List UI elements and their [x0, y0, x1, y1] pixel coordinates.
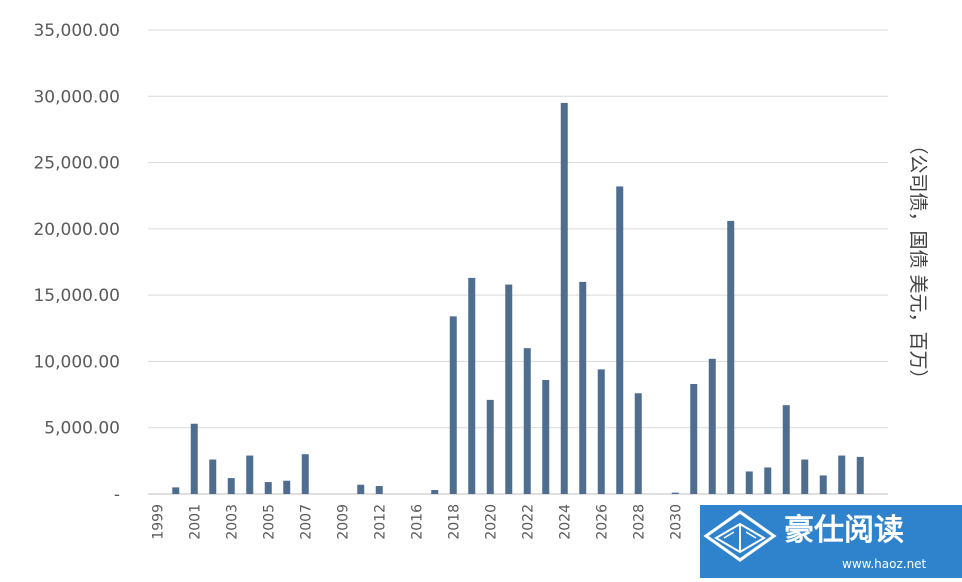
x-tick-label: 2020	[483, 504, 499, 540]
x-tick-label: 2012	[372, 504, 388, 540]
y-tick-label: 25,000.00	[33, 154, 120, 174]
bar-2027	[616, 186, 624, 495]
bar-2032	[708, 358, 716, 494]
y-tick-label: 5,000.00	[44, 419, 120, 439]
bar-2000	[172, 487, 180, 494]
bar-2023	[542, 379, 550, 494]
x-tick-label: 2016	[409, 504, 425, 540]
y-tick-label: 10,000.00	[33, 352, 120, 372]
y-tick-label: 15,000.00	[33, 286, 120, 306]
y-tick-label: 20,000.00	[33, 220, 120, 240]
gridlines	[148, 29, 888, 495]
bar-2005	[264, 482, 272, 494]
bar-2031	[690, 383, 698, 494]
watermark-logo: 豪仕阅读 www.haoz.net	[700, 505, 962, 578]
bar-2037	[801, 459, 809, 494]
watermark-url: www.haoz.net	[842, 557, 927, 571]
bar-2028	[634, 393, 642, 494]
book-icon	[703, 510, 777, 562]
x-axis-ticks: 1999 2001 2003 2005 2007 2009 2012 2016 2018 2020…	[150, 504, 684, 540]
watermark-title: 豪仕阅读	[784, 513, 904, 548]
bar-2004	[246, 455, 254, 494]
x-tick-label: 2028	[631, 504, 647, 540]
bar-2007	[301, 454, 309, 494]
x-tick-label: 2022	[520, 504, 536, 540]
bar-2038	[819, 475, 827, 494]
bar-2034	[745, 471, 753, 494]
bar-2022	[523, 348, 531, 494]
watermark-box	[700, 505, 962, 578]
x-tick-label: 2003	[224, 504, 240, 540]
bars	[172, 102, 864, 495]
x-tick-label: 2007	[298, 504, 314, 540]
bar-2012	[375, 486, 383, 494]
x-tick-label: 2009	[335, 504, 351, 540]
x-tick-label: 2018	[446, 504, 462, 540]
x-tick-label: 2030	[668, 504, 684, 540]
y-tick-label: 30,000.00	[33, 87, 120, 107]
bar-2024	[560, 102, 568, 495]
x-tick-label: 1999	[150, 504, 166, 540]
bar-2039	[838, 455, 846, 494]
bar-2002	[209, 459, 217, 494]
bar-2040	[856, 456, 864, 494]
bar-2030	[671, 492, 679, 494]
bar-2010	[357, 484, 365, 494]
bar-2003	[227, 478, 235, 494]
y-axis-label: （公司债，国债 美元，百万）	[907, 135, 929, 388]
bar-2035	[764, 467, 772, 494]
x-tick-label: 2024	[557, 504, 573, 540]
bar-2018	[449, 316, 457, 494]
bar-2017	[431, 490, 439, 494]
bar-2026	[597, 369, 605, 494]
x-tick-label: 2001	[187, 504, 203, 540]
x-tick-label: 2005	[261, 504, 277, 540]
bar-2036	[782, 405, 790, 494]
bar-2020	[486, 399, 494, 494]
y-tick-label: -	[114, 485, 120, 505]
bar-2019	[468, 277, 476, 494]
y-axis-ticks: - 5,000.00 10,000.00 15,000.00 20,000.00 25,0…	[33, 21, 120, 505]
bar-2001	[190, 423, 198, 494]
bar-2025	[579, 281, 587, 494]
x-tick-label: 2026	[594, 504, 610, 540]
bar-2033	[727, 220, 735, 494]
bar-2021	[505, 284, 513, 494]
y-tick-label: 35,000.00	[33, 21, 120, 41]
bar-2006	[283, 480, 291, 494]
